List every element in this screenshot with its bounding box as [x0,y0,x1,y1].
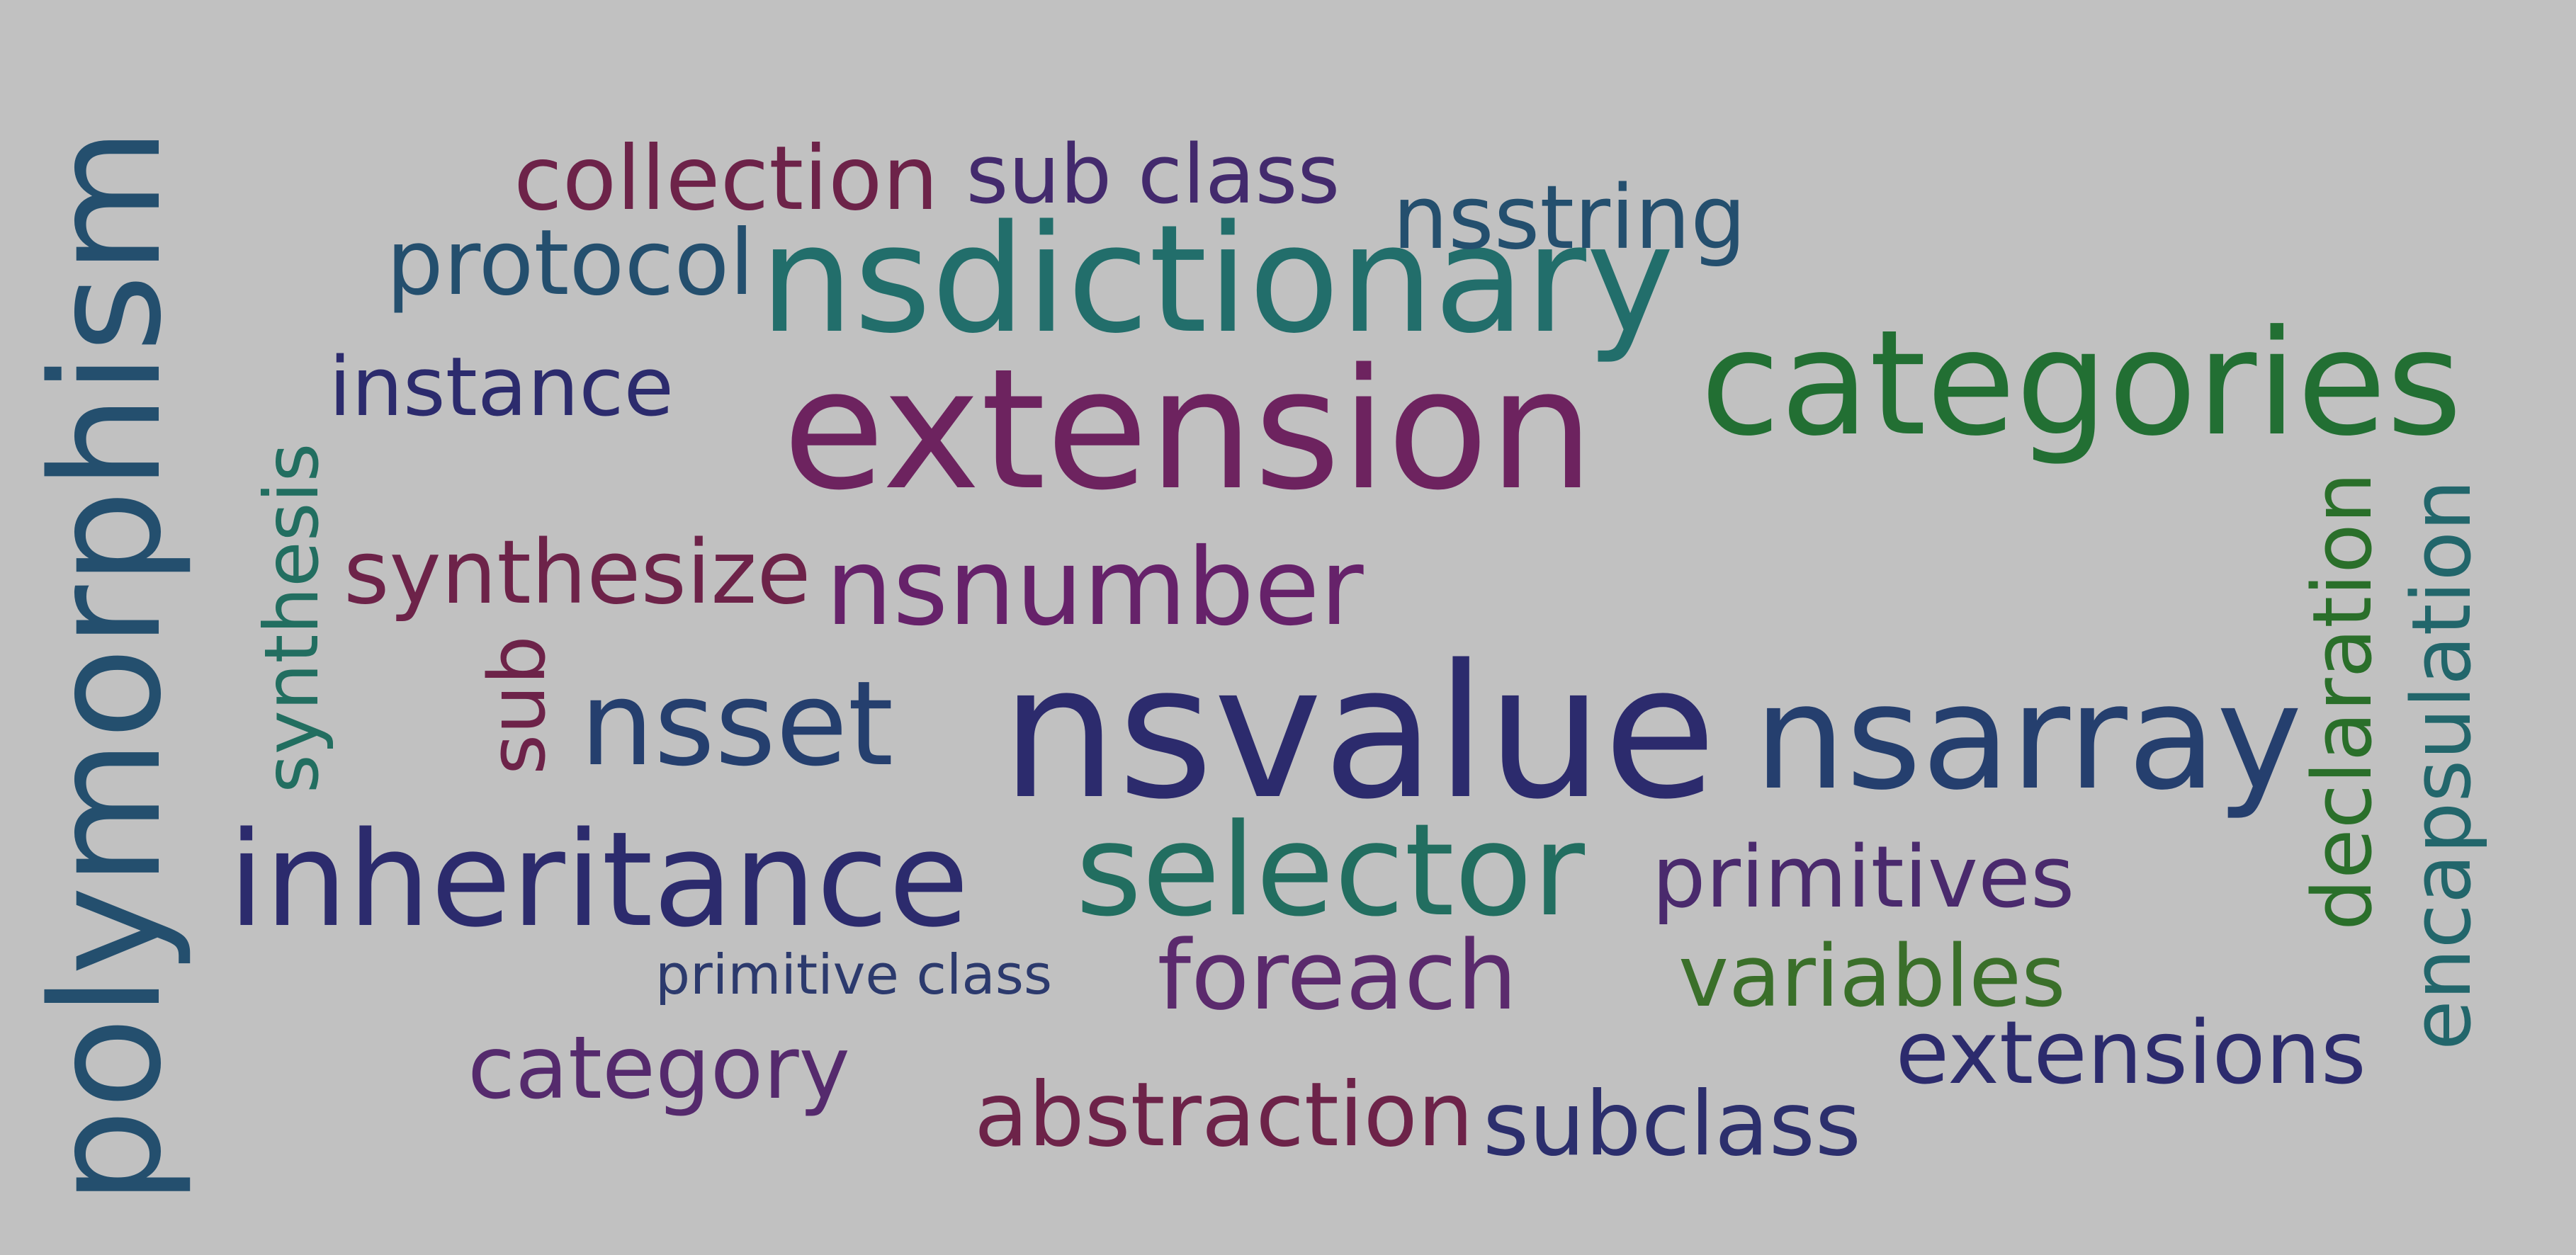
word-instance: instance [329,340,674,435]
word-nsarray: nsarray [1753,654,2303,822]
word-category: category [468,1017,850,1118]
word-foreach: foreach [1157,920,1518,1031]
word-extension: extension [782,334,1595,527]
word-primitives: primitives [1651,829,2075,927]
word-collection: collection [514,127,939,230]
word-extensions: extensions [1895,1003,2366,1104]
word-nsdictionary: nsdictionary [759,193,1675,366]
word-synthesize: synthesize [344,522,811,624]
word-sub: sub [472,635,563,775]
word-primitive-class: primitive class [655,943,1053,1007]
word-nsstring: nsstring [1392,166,1746,269]
word-polymorphism: polymorphism [20,127,195,1205]
word-protocol: protocol [386,211,755,316]
word-categories: categories [1700,300,2463,468]
word-sub-class: sub class [966,127,1340,222]
word-nsvalue: nsvalue [1000,626,1717,840]
word-encapsulation: encapsulation [2395,479,2490,1050]
word-variables: variables [1678,928,2066,1026]
word-abstraction: abstraction [974,1063,1474,1166]
word-inheritance: inheritance [228,803,969,956]
word-nsset: nsset [580,656,894,792]
word-nsnumber: nsnumber [825,526,1364,649]
word-selector: selector [1075,797,1585,945]
word-declaration: declaration [2295,472,2390,931]
word-synthesis: synthesis [249,443,335,793]
word-subclass: subclass [1483,1073,1861,1176]
